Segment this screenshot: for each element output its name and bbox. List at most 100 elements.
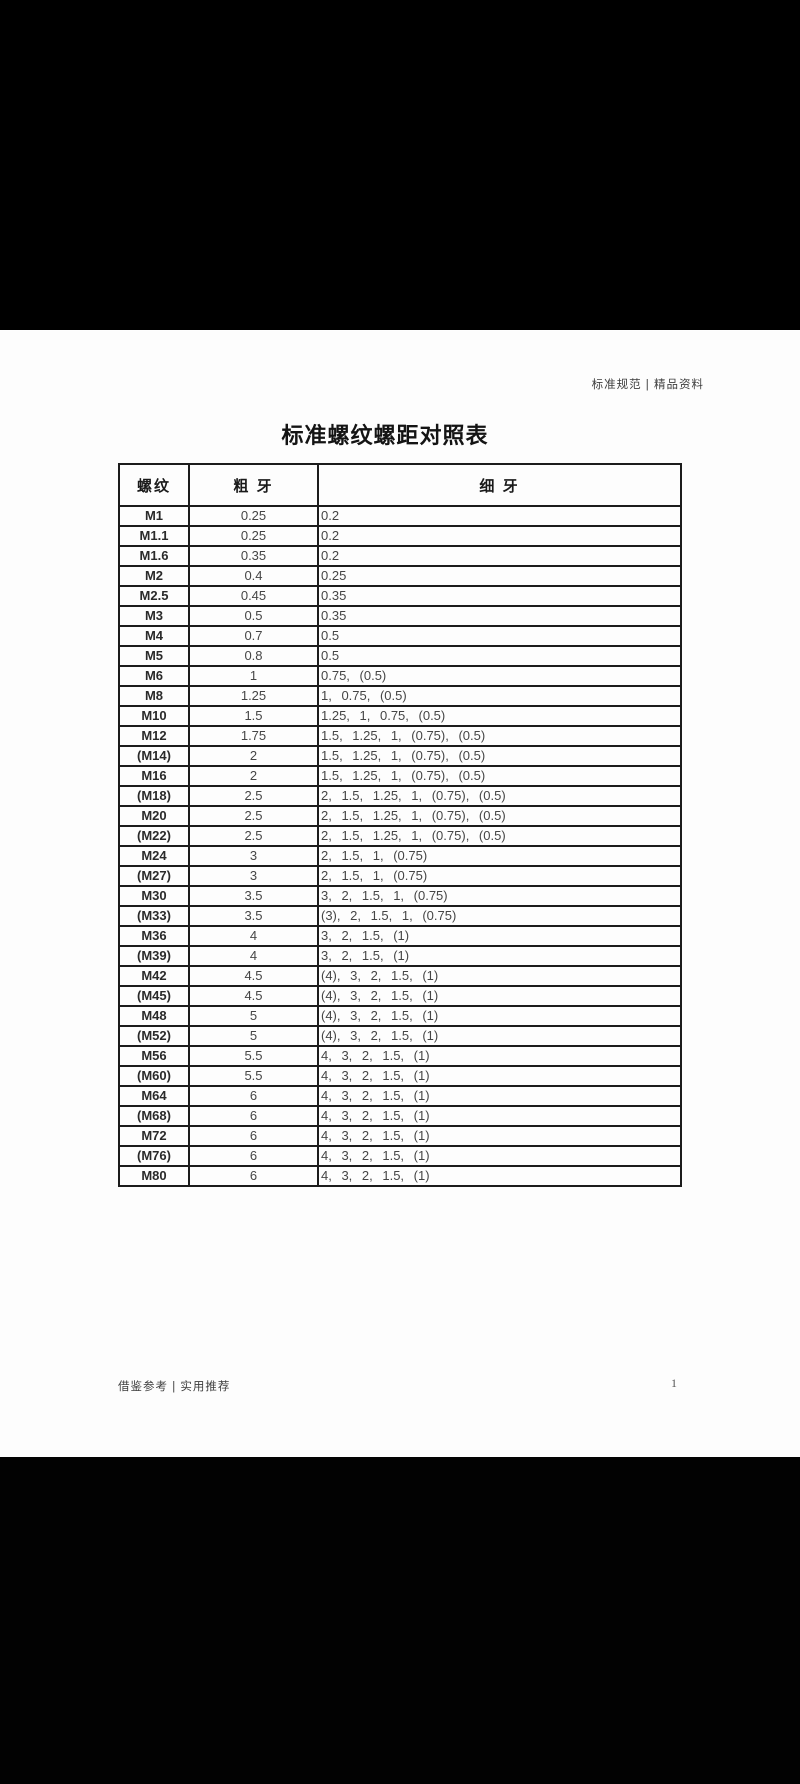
table-row: M10 1.5 1.25, 1, 0.75, (0.5)	[118, 705, 682, 727]
fine-pitch-cell: 2, 1.5, 1.25, 1, (0.75), (0.5)	[317, 785, 682, 807]
coarse-pitch-cell: 3	[188, 845, 319, 867]
coarse-pitch-cell: 4.5	[188, 965, 319, 987]
table-row: M56 5.5 4, 3, 2, 1.5, (1)	[118, 1045, 682, 1067]
fine-pitch-cell: 0.5	[317, 645, 682, 667]
fine-pitch-cell: 4, 3, 2, 1.5, (1)	[317, 1045, 682, 1067]
table-row: (M60) 5.5 4, 3, 2, 1.5, (1)	[118, 1065, 682, 1087]
coarse-pitch-cell: 2	[188, 745, 319, 767]
coarse-pitch-cell: 4.5	[188, 985, 319, 1007]
coarse-pitch-cell: 1	[188, 665, 319, 687]
fine-pitch-cell: 0.25	[317, 565, 682, 587]
fine-pitch-cell: 2, 1.5, 1, (0.75)	[317, 865, 682, 887]
fine-pitch-cell: 0.2	[317, 545, 682, 567]
table-row: M4 0.7 0.5	[118, 625, 682, 647]
fine-pitch-cell: (4), 3, 2, 1.5, (1)	[317, 985, 682, 1007]
thread-cell: M36	[118, 925, 190, 947]
fine-pitch-cell: 0.35	[317, 585, 682, 607]
table-row: (M22) 2.5 2, 1.5, 1.25, 1, (0.75), (0.5)	[118, 825, 682, 847]
thread-cell: (M60)	[118, 1065, 190, 1087]
coarse-pitch-cell: 0.5	[188, 605, 319, 627]
thread-cell: M64	[118, 1085, 190, 1107]
fine-pitch-cell: (4), 3, 2, 1.5, (1)	[317, 965, 682, 987]
page-title: 标准螺纹螺距对照表	[281, 423, 489, 448]
table-row: (M68) 6 4, 3, 2, 1.5, (1)	[118, 1105, 682, 1127]
fine-pitch-cell: 4, 3, 2, 1.5, (1)	[317, 1105, 682, 1127]
fine-pitch-cell: 1.5, 1.25, 1, (0.75), (0.5)	[317, 765, 682, 787]
table-row: M12 1.75 1.5, 1.25, 1, (0.75), (0.5)	[118, 725, 682, 747]
page-number: 1	[671, 1376, 677, 1390]
coarse-pitch-cell: 2.5	[188, 805, 319, 827]
fine-pitch-cell: 1.5, 1.25, 1, (0.75), (0.5)	[317, 745, 682, 767]
thread-cell: M1.6	[118, 545, 190, 567]
thread-cell: M5	[118, 645, 190, 667]
coarse-pitch-cell: 5.5	[188, 1045, 319, 1067]
thread-cell: M1.1	[118, 525, 190, 547]
thread-cell: (M33)	[118, 905, 190, 927]
table-row: (M76) 6 4, 3, 2, 1.5, (1)	[118, 1145, 682, 1167]
coarse-pitch-cell: 5.5	[188, 1065, 319, 1087]
thread-cell: M48	[118, 1005, 190, 1027]
thread-cell: M72	[118, 1125, 190, 1147]
fine-pitch-cell: 0.2	[317, 505, 682, 527]
thread-cell: M1	[118, 505, 190, 527]
table-row: M1 0.25 0.2	[118, 505, 682, 527]
fine-pitch-cell: (3), 2, 1.5, 1, (0.75)	[317, 905, 682, 927]
thread-cell: M80	[118, 1165, 190, 1187]
fine-pitch-cell: 4, 3, 2, 1.5, (1)	[317, 1085, 682, 1107]
thread-cell: (M76)	[118, 1145, 190, 1167]
coarse-pitch-cell: 0.35	[188, 545, 319, 567]
header-meta-text: 标准规范 | 精品资料	[591, 379, 704, 391]
thread-cell: M42	[118, 965, 190, 987]
thread-cell: M3	[118, 605, 190, 627]
table-row: M5 0.8 0.5	[118, 645, 682, 667]
coarse-pitch-cell: 1.5	[188, 705, 319, 727]
fine-pitch-cell: (4), 3, 2, 1.5, (1)	[317, 1005, 682, 1027]
table-row: M1.6 0.35 0.2	[118, 545, 682, 567]
table-row: (M45) 4.5 (4), 3, 2, 1.5, (1)	[118, 985, 682, 1007]
table-row: M3 0.5 0.35	[118, 605, 682, 627]
coarse-pitch-cell: 3.5	[188, 905, 319, 927]
thread-cell: M12	[118, 725, 190, 747]
table-row: (M39) 4 3, 2, 1.5, (1)	[118, 945, 682, 967]
coarse-pitch-cell: 0.45	[188, 585, 319, 607]
thread-cell: M2.5	[118, 585, 190, 607]
fine-pitch-cell: 4, 3, 2, 1.5, (1)	[317, 1165, 682, 1187]
coarse-pitch-cell: 5	[188, 1025, 319, 1047]
thread-cell: (M22)	[118, 825, 190, 847]
footer-meta-text: 借鉴参考 | 实用推荐	[118, 1381, 231, 1393]
table-row: M42 4.5 (4), 3, 2, 1.5, (1)	[118, 965, 682, 987]
table-row: M8 1.25 1, 0.75, (0.5)	[118, 685, 682, 707]
table-header-row: 螺纹 粗 牙 细 牙	[118, 463, 682, 507]
coarse-pitch-cell: 0.25	[188, 505, 319, 527]
thread-cell: (M14)	[118, 745, 190, 767]
coarse-pitch-cell: 6	[188, 1145, 319, 1167]
table-row: (M33) 3.5 (3), 2, 1.5, 1, (0.75)	[118, 905, 682, 927]
thread-cell: (M27)	[118, 865, 190, 887]
table-row: M1.1 0.25 0.2	[118, 525, 682, 547]
fine-pitch-cell: 0.5	[317, 625, 682, 647]
thread-cell: M6	[118, 665, 190, 687]
column-header-thread: 螺纹	[118, 463, 190, 507]
letterbox-bottom	[0, 1457, 800, 1784]
table-row: M72 6 4, 3, 2, 1.5, (1)	[118, 1125, 682, 1147]
thread-cell: M30	[118, 885, 190, 907]
thread-table-body: M1 0.25 0.2 M1.1 0.25 0.2 M1.6 0.35 0.2 M2 0.4 0.25…	[118, 505, 682, 1187]
fine-pitch-cell: 1.5, 1.25, 1, (0.75), (0.5)	[317, 725, 682, 747]
table-row: M64 6 4, 3, 2, 1.5, (1)	[118, 1085, 682, 1107]
fine-pitch-cell: 3, 2, 1.5, (1)	[317, 925, 682, 947]
coarse-pitch-cell: 0.4	[188, 565, 319, 587]
thread-cell: (M45)	[118, 985, 190, 1007]
coarse-pitch-cell: 5	[188, 1005, 319, 1027]
letterbox-top	[0, 0, 800, 330]
thread-cell: (M52)	[118, 1025, 190, 1047]
thread-cell: (M18)	[118, 785, 190, 807]
coarse-pitch-cell: 0.8	[188, 645, 319, 667]
thread-cell: M16	[118, 765, 190, 787]
coarse-pitch-cell: 6	[188, 1105, 319, 1127]
table-row: M20 2.5 2, 1.5, 1.25, 1, (0.75), (0.5)	[118, 805, 682, 827]
document-page: 标准规范 | 精品资料 标准螺纹螺距对照表 螺纹 粗 牙 细 牙 M1 0.25 0…	[0, 330, 800, 1457]
table-row: (M27) 3 2, 1.5, 1, (0.75)	[118, 865, 682, 887]
coarse-pitch-cell: 3	[188, 865, 319, 887]
coarse-pitch-cell: 6	[188, 1085, 319, 1107]
coarse-pitch-cell: 1.75	[188, 725, 319, 747]
